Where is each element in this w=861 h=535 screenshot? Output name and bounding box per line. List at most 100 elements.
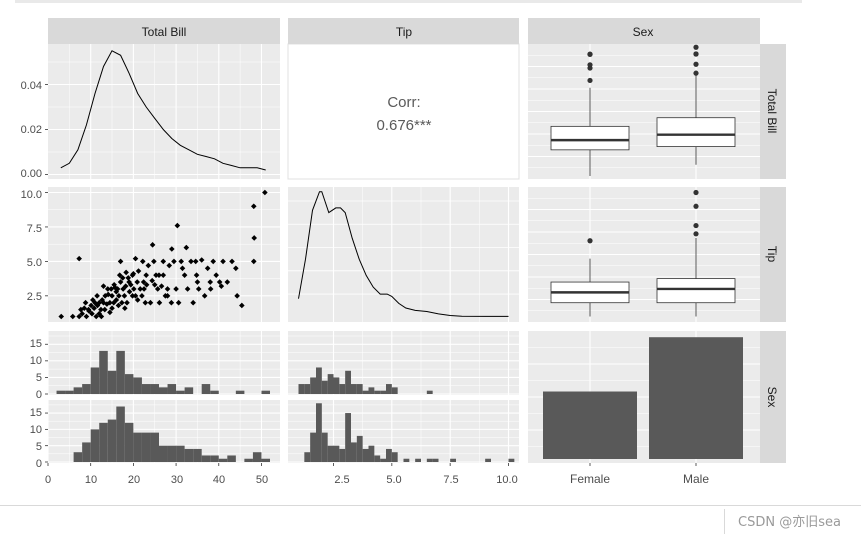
scatter-point (229, 258, 235, 265)
scatter-point (207, 286, 214, 292)
scatter-point (250, 203, 257, 210)
xtick-label-tip: 7.5 (443, 474, 458, 486)
ytick-label-tip: 2.5 (27, 291, 42, 303)
scatter-point (96, 310, 103, 317)
strip-label-right-sex: Sex (765, 387, 779, 408)
xtick-label-total-bill: 50 (256, 474, 268, 486)
scatter-point (210, 258, 217, 265)
scatter-point (104, 286, 111, 292)
scatter-point (183, 244, 190, 251)
hist-bar-female (333, 377, 340, 394)
hist-bar-male (150, 432, 159, 462)
right-strip-2 (760, 331, 786, 463)
scatter-point (107, 309, 113, 316)
footer-divider (0, 505, 861, 506)
scatter-point (93, 313, 100, 320)
scatter-point (116, 293, 122, 299)
scatter-point (126, 279, 132, 285)
scatter-point (134, 297, 141, 303)
scatter-point (81, 305, 88, 312)
ytick-label-hist-male: 15 (30, 407, 42, 419)
scatter-point (85, 306, 92, 313)
box-female (550, 125, 630, 151)
panel-correlation (287, 43, 520, 180)
scatter-point (224, 279, 231, 285)
scatter-point (110, 299, 117, 306)
ytick-label-tip: 7.5 (27, 223, 42, 235)
hist-bar-male (107, 419, 117, 462)
scatter-point (151, 282, 158, 288)
scatter-point (190, 299, 196, 306)
scatter-point (251, 235, 258, 241)
hist-bar-female (150, 384, 159, 394)
hist-bar-male (82, 442, 91, 462)
scatter-point (94, 302, 101, 309)
ytick-label-hist-female: 5 (36, 372, 42, 384)
scatter-point (122, 305, 128, 312)
scatter-point (116, 272, 123, 278)
xtick-label-sex-male: Male (683, 472, 709, 486)
scatter-point (156, 272, 162, 278)
hist-bar-female (167, 384, 177, 394)
scatter-point (130, 270, 137, 277)
scatter-point (154, 286, 161, 292)
hist-bar-male (201, 455, 211, 462)
hist-bar-female (159, 387, 168, 394)
hist-bar-female (351, 384, 357, 394)
scatter-point (184, 286, 191, 292)
hist-bar-female (56, 390, 66, 394)
scatter-point (132, 255, 139, 262)
hist-bar-male (176, 445, 185, 462)
ytick-label-tip: 5.0 (27, 257, 42, 269)
scatter-point (262, 189, 268, 196)
scatter-point (105, 291, 111, 298)
hist-bar-female (345, 370, 351, 394)
corr-value: 0.676*** (376, 117, 431, 134)
scatter-point (111, 282, 117, 288)
scatter-point (220, 258, 226, 265)
hist-bar-male (210, 455, 219, 462)
hist-bar-female (327, 374, 334, 394)
scatter-point (89, 310, 95, 317)
scatter-point (113, 288, 120, 295)
hist-bar-male (73, 452, 83, 462)
hist-bar-female (261, 390, 270, 394)
scatter-point (181, 272, 188, 278)
scatter-point (109, 293, 115, 299)
scatter-point (166, 262, 173, 269)
scatter-point (78, 306, 84, 313)
outlier-point (587, 51, 593, 57)
hist-bar-female (65, 390, 74, 394)
hist-bar-female (316, 367, 322, 394)
box-male (656, 117, 736, 147)
hist-bar-male (327, 445, 334, 462)
scatter-point (147, 299, 154, 306)
outlier-point (693, 44, 699, 50)
chart-text: Total Bill Tip Sex Total Bill Tip Sex Co… (21, 25, 779, 486)
scatter-point (234, 293, 240, 299)
scatter-point (143, 282, 150, 288)
strip-label-right-total-bill: Total Bill (765, 89, 779, 134)
scatter-point (101, 306, 108, 313)
hist-bar-male (304, 452, 311, 462)
hist-bar-female (133, 377, 142, 394)
scatter-point (121, 293, 128, 299)
scatter-point (207, 279, 214, 285)
scatter-point (129, 293, 136, 299)
xtick-label-tip: 2.5 (334, 474, 349, 486)
scatter-point (160, 258, 167, 265)
scatter-point (126, 288, 133, 295)
xtick-label-total-bill: 10 (85, 474, 97, 486)
outlier-point (587, 62, 593, 68)
xtick-label-sex-female: Female (570, 472, 610, 486)
hist-bar-female (90, 367, 100, 394)
scatterplot-matrix: Total Bill Tip Sex Total Bill Tip Sex Co… (21, 18, 786, 486)
hist-bar-male (368, 445, 375, 462)
scatter-point (194, 279, 201, 285)
hist-bar-female (380, 390, 386, 394)
scatter-point (175, 299, 182, 306)
scatter-point (201, 293, 208, 299)
scatter-point (88, 302, 94, 309)
scatter-point (153, 272, 159, 278)
hist-bar-male (244, 458, 253, 462)
